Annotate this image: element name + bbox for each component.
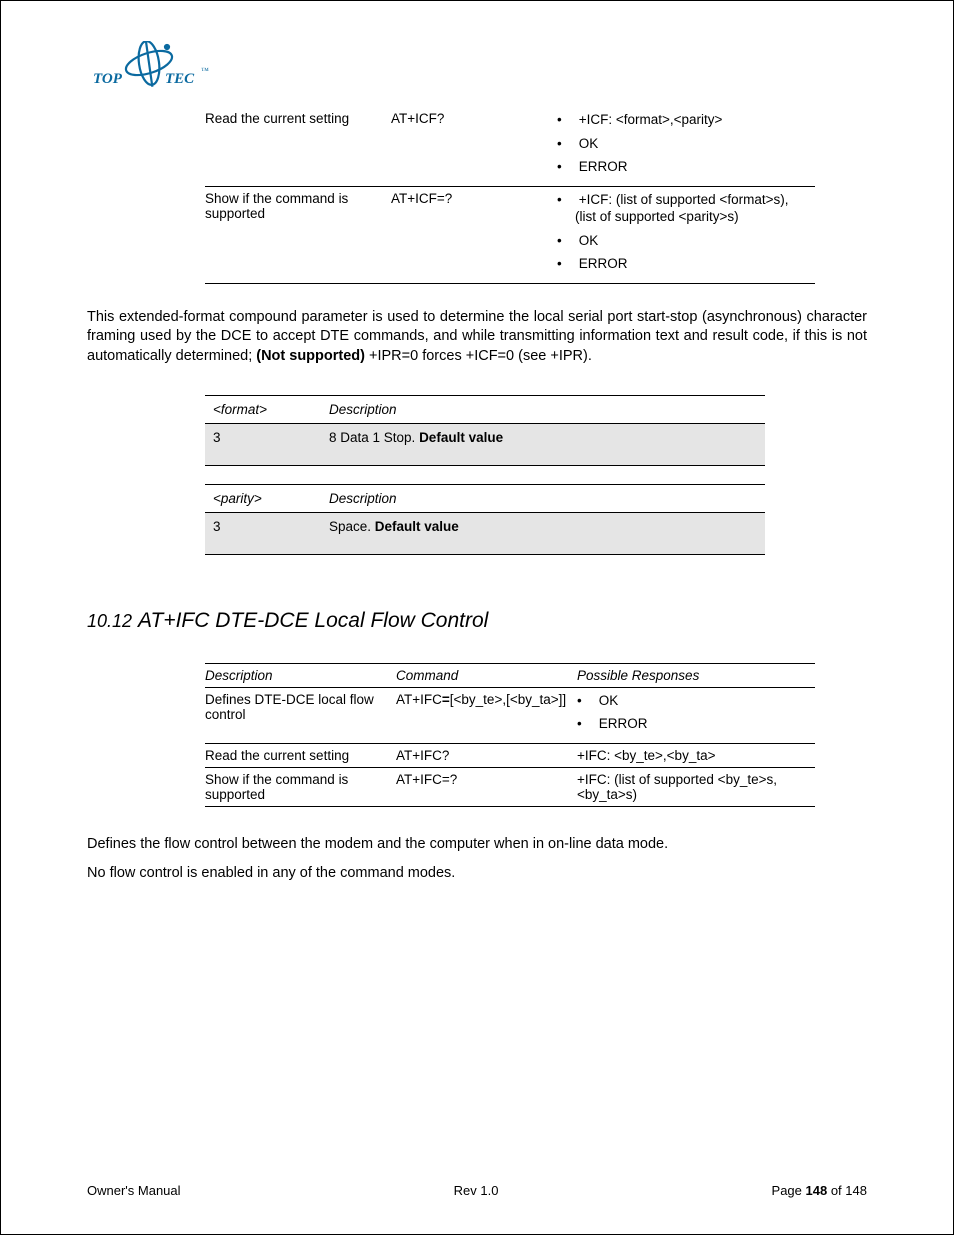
param-header: <format> bbox=[205, 395, 321, 423]
table-header: Description bbox=[205, 663, 396, 687]
cell-command: AT+IFC=[<by_te>,[<by_ta>]] bbox=[396, 687, 577, 743]
cell-description: Defines DTE-DCE local flow control bbox=[205, 687, 396, 743]
cell-responses: OK ERROR bbox=[577, 687, 815, 743]
cell-description: Show if the command is supported bbox=[205, 186, 391, 283]
cell-description: Read the current setting bbox=[205, 743, 396, 767]
table-header: Possible Responses bbox=[577, 663, 815, 687]
cell-command: AT+ICF=? bbox=[391, 186, 557, 283]
response-item: OK bbox=[557, 135, 809, 153]
cell-responses: +IFC: (list of supported <by_te>s,<by_ta… bbox=[577, 767, 815, 806]
param-header: Description bbox=[321, 484, 765, 512]
param-table-format: <format> Description 3 8 Data 1 Stop. De… bbox=[205, 395, 765, 466]
param-value: 3 bbox=[205, 423, 321, 465]
param-table-parity: <parity> Description 3 Space. Default va… bbox=[205, 484, 765, 555]
footer-left: Owner's Manual bbox=[87, 1183, 181, 1198]
command-table-ifc: Description Command Possible Responses D… bbox=[205, 663, 815, 807]
table-row: Read the current setting AT+ICF? +ICF: <… bbox=[205, 107, 815, 186]
response-item: ERROR bbox=[557, 255, 809, 273]
paragraph: This extended-format compound parameter … bbox=[87, 308, 867, 367]
section-heading: 10.12AT+IFC DTE-DCE Local Flow Control bbox=[87, 609, 867, 633]
response-item: +ICF: <format>,<parity> bbox=[557, 111, 809, 129]
param-header: Description bbox=[321, 395, 765, 423]
cell-description: Read the current setting bbox=[205, 107, 391, 186]
document-page: TOP TEC ™ Read the current setting AT+IC… bbox=[0, 0, 954, 1235]
table-row: 3 Space. Default value bbox=[205, 512, 765, 554]
cell-command: AT+ICF? bbox=[391, 107, 557, 186]
command-table-icf: Read the current setting AT+ICF? +ICF: <… bbox=[205, 107, 815, 284]
response-item: ERROR bbox=[577, 715, 809, 733]
cell-responses: +ICF: (list of supported <format>s), (li… bbox=[557, 186, 815, 283]
cell-command: AT+IFC=? bbox=[396, 767, 577, 806]
param-value: 3 bbox=[205, 512, 321, 554]
response-item: OK bbox=[557, 232, 809, 250]
footer-center: Rev 1.0 bbox=[454, 1183, 499, 1198]
table-header: Command bbox=[396, 663, 577, 687]
response-item: OK bbox=[577, 692, 809, 710]
paragraph: Defines the flow control between the mod… bbox=[87, 835, 867, 855]
footer-right: Page 148 of 148 bbox=[772, 1183, 867, 1198]
page-footer: Owner's Manual Rev 1.0 Page 148 of 148 bbox=[87, 1183, 867, 1198]
cell-command: AT+IFC? bbox=[396, 743, 577, 767]
logo-left-text: TOP bbox=[93, 71, 123, 87]
table-row: Show if the command is supported AT+IFC=… bbox=[205, 767, 815, 806]
param-header: <parity> bbox=[205, 484, 321, 512]
svg-text:™: ™ bbox=[201, 66, 209, 75]
logo-right-text: TEC bbox=[165, 71, 195, 87]
response-item: +ICF: (list of supported <format>s), (li… bbox=[557, 191, 809, 226]
cell-responses: +IFC: <by_te>,<by_ta> bbox=[577, 743, 815, 767]
table-row: Defines DTE-DCE local flow control AT+IF… bbox=[205, 687, 815, 743]
param-desc: 8 Data 1 Stop. Default value bbox=[321, 423, 765, 465]
table-row: Read the current setting AT+IFC? +IFC: <… bbox=[205, 743, 815, 767]
cell-responses: +ICF: <format>,<parity> OK ERROR bbox=[557, 107, 815, 186]
response-item: ERROR bbox=[557, 158, 809, 176]
param-desc: Space. Default value bbox=[321, 512, 765, 554]
cell-description: Show if the command is supported bbox=[205, 767, 396, 806]
table-row: 3 8 Data 1 Stop. Default value bbox=[205, 423, 765, 465]
paragraph: No flow control is enabled in any of the… bbox=[87, 864, 867, 884]
logo: TOP TEC ™ bbox=[93, 41, 897, 93]
table-row: Show if the command is supported AT+ICF=… bbox=[205, 186, 815, 283]
